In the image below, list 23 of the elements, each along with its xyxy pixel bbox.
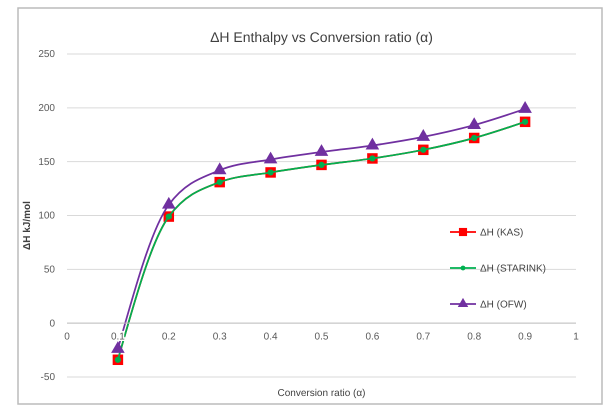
x-tick-label: 0.4 (264, 331, 278, 342)
legend-label: ΔH (STARINK) (480, 264, 546, 274)
x-tick-label: 0.2 (162, 331, 176, 342)
x-tick-label: 0.8 (467, 331, 482, 342)
x-tick-label: 0.9 (518, 331, 532, 342)
x-tick-label: 0.7 (416, 331, 431, 342)
x-tick-label: 0.5 (314, 331, 329, 342)
y-axis-title: ΔH kJ/mol (22, 200, 33, 250)
legend-label: ΔH (OFW) (480, 300, 527, 310)
legend-label: ΔH (KAS) (480, 228, 524, 238)
y-tick-label: 250 (38, 49, 56, 60)
y-tick-label: -50 (40, 372, 56, 384)
x-tick-label: 1 (573, 331, 580, 342)
chart-title: ΔH Enthalpy vs Conversion ratio (α) (210, 29, 433, 45)
x-tick-label: 0.3 (212, 331, 228, 342)
x-tick-label: 0 (64, 331, 70, 342)
x-tick-label: 0.6 (365, 331, 380, 342)
y-tick-label: 100 (38, 210, 56, 222)
y-tick-label: 0 (49, 318, 56, 330)
y-tick-label: 150 (38, 156, 56, 168)
y-tick-label: 200 (38, 103, 56, 114)
y-tick-label: 50 (44, 264, 56, 276)
x-axis-title: Conversion ratio (α) (277, 388, 366, 399)
